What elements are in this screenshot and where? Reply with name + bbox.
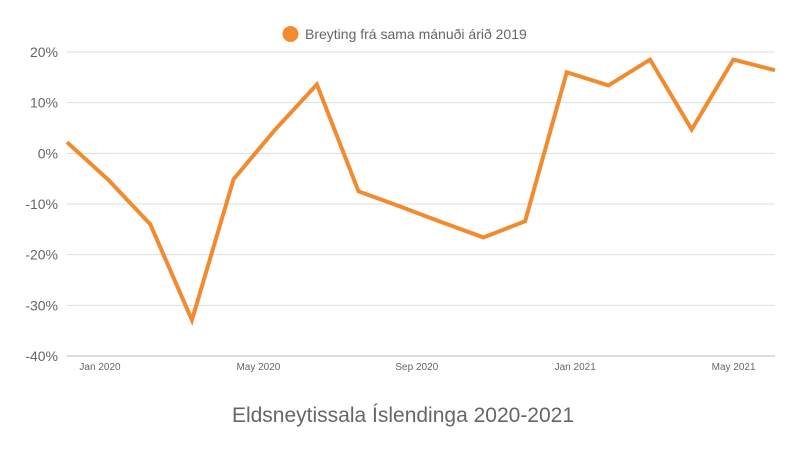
y-tick-label: 0% [38, 145, 58, 161]
data-point[interactable] [522, 218, 528, 224]
x-tick-label: Jan 2020 [79, 362, 121, 373]
y-tick-label: -10% [25, 196, 58, 212]
data-point[interactable] [189, 317, 195, 323]
x-tick-label: Sep 2020 [395, 362, 438, 373]
data-point[interactable] [480, 234, 486, 240]
series-group [64, 56, 778, 326]
y-tick-label: -30% [25, 297, 58, 313]
x-axis-ticks: Jan 2020 May 2020 Sep 2020 Jan 2021 May 2021 [79, 362, 756, 373]
data-point[interactable] [314, 81, 320, 87]
data-point[interactable] [564, 69, 570, 75]
data-point[interactable] [439, 219, 445, 225]
data-point[interactable] [605, 82, 611, 88]
data-point[interactable] [772, 67, 778, 73]
data-point[interactable] [689, 127, 695, 133]
series-line [65, 56, 776, 326]
data-point[interactable] [147, 221, 153, 227]
data-point[interactable] [106, 177, 112, 183]
data-point[interactable] [272, 127, 278, 133]
chart-title: Eldsneytissala Íslendinga 2020-2021 [232, 404, 574, 427]
data-point[interactable] [397, 204, 403, 210]
grid-lines [67, 51, 775, 357]
legend-label: Breyting frá sama mánuði árið 2019 [305, 26, 527, 42]
data-point[interactable] [64, 139, 70, 145]
legend[interactable]: Breyting frá sama mánuði árið 2019 [282, 26, 527, 42]
x-tick-label: May 2020 [236, 362, 280, 373]
y-tick-label: -40% [25, 348, 58, 364]
data-point[interactable] [231, 176, 237, 182]
x-tick-label: Jan 2021 [555, 362, 597, 373]
x-tick-label: May 2021 [712, 362, 756, 373]
data-point[interactable] [356, 188, 362, 194]
y-tick-label: 10% [30, 95, 58, 111]
y-tick-label: 20% [30, 44, 58, 60]
data-point[interactable] [647, 57, 653, 63]
y-axis-ticks: 20% 10% 0% -10% -20% -30% -40% [25, 44, 58, 364]
legend-marker [282, 26, 299, 42]
data-point[interactable] [730, 57, 736, 63]
y-tick-label: -20% [25, 247, 58, 263]
